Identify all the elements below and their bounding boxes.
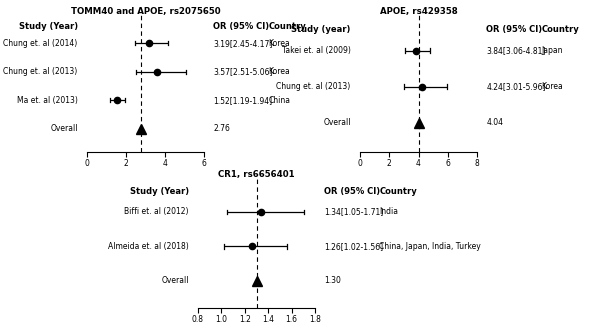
Text: 2.76: 2.76 — [214, 124, 230, 133]
Text: Overall: Overall — [50, 124, 77, 133]
Text: Overall: Overall — [323, 118, 350, 127]
Text: Country: Country — [379, 187, 417, 196]
Text: 1.52[1.19-1.94]: 1.52[1.19-1.94] — [214, 96, 272, 105]
Text: APOE, rs429358: APOE, rs429358 — [380, 7, 457, 17]
Text: Takei et. al (2009): Takei et. al (2009) — [282, 46, 350, 55]
Text: China, Japan, India, Turkey: China, Japan, India, Turkey — [379, 242, 481, 251]
Text: Korea: Korea — [268, 67, 290, 76]
Text: Japan: Japan — [541, 46, 563, 55]
Text: Study (year): Study (year) — [291, 24, 350, 34]
Text: 1.34[1.05-1.71]: 1.34[1.05-1.71] — [325, 207, 383, 216]
Text: OR (95% CI): OR (95% CI) — [214, 22, 269, 31]
Text: 1.26[1.02-1.56]: 1.26[1.02-1.56] — [325, 242, 383, 251]
Text: Country: Country — [268, 22, 306, 31]
Text: India: India — [379, 207, 398, 216]
Text: Chung et. al (2014): Chung et. al (2014) — [4, 39, 77, 48]
Text: 3.19[2.45-4.17]: 3.19[2.45-4.17] — [214, 39, 273, 48]
Text: Chung et. al (2013): Chung et. al (2013) — [4, 67, 77, 76]
Text: 1.30: 1.30 — [325, 276, 341, 285]
Text: Korea: Korea — [541, 82, 563, 91]
Text: Almeida et. al (2018): Almeida et. al (2018) — [108, 242, 188, 251]
Text: TOMM40 and APOE, rs2075650: TOMM40 and APOE, rs2075650 — [71, 7, 220, 16]
Text: 4.24[3.01-5.96]: 4.24[3.01-5.96] — [487, 82, 546, 91]
Text: China: China — [268, 96, 290, 105]
Text: Ma et. al (2013): Ma et. al (2013) — [17, 96, 77, 105]
Text: CR1, rs6656401: CR1, rs6656401 — [218, 170, 295, 179]
Text: 4.04: 4.04 — [487, 118, 503, 127]
Text: 3.84[3.06-4.81]: 3.84[3.06-4.81] — [487, 46, 546, 55]
Text: Biffi et. al (2012): Biffi et. al (2012) — [124, 207, 188, 216]
Text: 3.57[2.51-5.06]: 3.57[2.51-5.06] — [214, 67, 273, 76]
Text: Overall: Overall — [161, 276, 188, 285]
Text: Country: Country — [541, 24, 579, 34]
Text: Study (Year): Study (Year) — [19, 22, 77, 31]
Text: Study (Year): Study (Year) — [130, 187, 188, 196]
Text: OR (95% CI): OR (95% CI) — [325, 187, 380, 196]
Text: Chung et. al (2013): Chung et. al (2013) — [277, 82, 350, 91]
Text: Korea: Korea — [268, 39, 290, 48]
Text: OR (95% CI): OR (95% CI) — [487, 24, 542, 34]
